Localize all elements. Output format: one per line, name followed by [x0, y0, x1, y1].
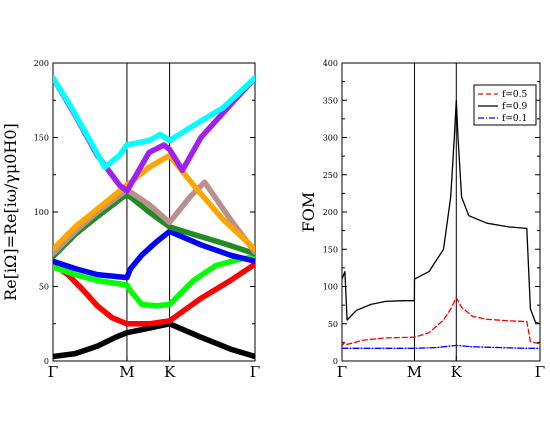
- series-group: [342, 99, 540, 349]
- y-tick-label: 100: [323, 283, 338, 292]
- band-structure-plot: 0 50 100 150 200 Γ M K Γ Re[iΩ]=Re[iω/γμ0H0]: [1, 59, 260, 381]
- y-tick-label: 150: [323, 245, 338, 254]
- series-line-9: [53, 75, 255, 171]
- y-tick-label: 250: [323, 171, 338, 180]
- legend-label: f=0.9: [502, 102, 527, 112]
- y-tick-label: 400: [323, 59, 338, 68]
- x-tick-label: Γ: [250, 363, 260, 381]
- y-tick-label: 350: [323, 96, 338, 105]
- series-line-2: [53, 261, 255, 327]
- y-tick-label: 300: [323, 134, 338, 143]
- y-tick-label: 150: [34, 134, 49, 143]
- legend-label: f=0.5: [502, 90, 527, 100]
- x-tick-label: K: [164, 363, 176, 381]
- y-tick-label: 0: [333, 357, 338, 366]
- series-line-1: [53, 321, 255, 360]
- fom-plot: 0 50 100 150 200 250 300 350 400 Γ M K Γ FOM f=0.5 f=0.…: [299, 59, 545, 381]
- y-tick-label: 50: [328, 320, 338, 329]
- series-line-4: [53, 228, 255, 281]
- y-tick-label: 50: [39, 283, 49, 292]
- series-group: [53, 75, 255, 360]
- x-tick-label: M: [407, 363, 422, 381]
- x-tick-label: Γ: [48, 363, 58, 381]
- y-tick-label: 100: [34, 208, 49, 217]
- y-tick-label: 0: [44, 357, 49, 366]
- legend-label: f=0.1: [502, 114, 527, 124]
- series-line-3: [342, 344, 540, 349]
- x-tick-label: K: [451, 363, 463, 381]
- series-line-2: [342, 99, 540, 325]
- x-tick-label: Γ: [535, 363, 545, 381]
- x-tick-label: M: [119, 363, 134, 381]
- x-tick-label: Γ: [337, 363, 347, 381]
- legend-box: [473, 84, 537, 126]
- y-axis-title: FOM: [299, 192, 318, 233]
- y-axis-title: Re[iΩ]=Re[iω/γμ0H0]: [1, 123, 20, 301]
- series-line-8: [53, 75, 255, 194]
- series-line-6: [53, 179, 255, 257]
- series-line-7: [53, 152, 255, 253]
- y-tick-label: 200: [34, 59, 49, 68]
- y-tick-label: 200: [323, 208, 338, 217]
- series-line-3: [53, 253, 255, 309]
- series-line-1: [342, 297, 540, 347]
